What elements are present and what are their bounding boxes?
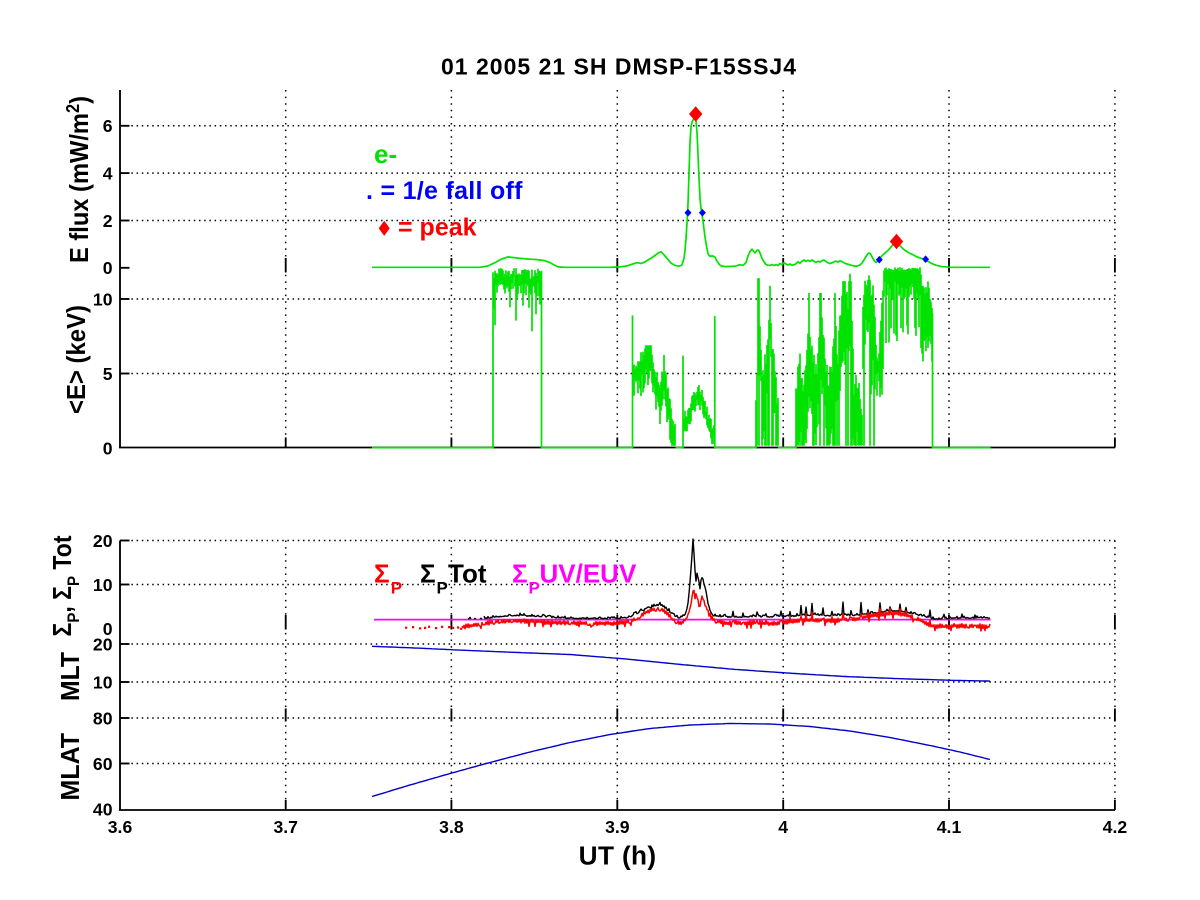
svg-text:<E> (keV): <E> (keV): [61, 305, 91, 414]
svg-text:2: 2: [103, 211, 113, 231]
svg-text:4: 4: [103, 164, 113, 184]
svg-text:40: 40: [93, 799, 113, 819]
svg-text:5: 5: [103, 364, 113, 384]
svg-text:80: 80: [93, 708, 113, 728]
svg-text:4: 4: [778, 817, 788, 837]
svg-text:UT (h): UT (h): [579, 841, 657, 871]
svg-text:3.9: 3.9: [605, 817, 630, 837]
svg-text:6: 6: [103, 116, 113, 136]
svg-text:0: 0: [103, 438, 113, 458]
svg-text:MLAT: MLAT: [55, 733, 85, 801]
svg-text:4.1: 4.1: [937, 817, 962, 837]
svg-text:60: 60: [93, 754, 113, 774]
svg-text:10: 10: [93, 289, 113, 309]
svg-text:= peak: = peak: [398, 214, 477, 242]
svg-text:E flux (mW/m2): E flux (mW/m2): [63, 96, 94, 263]
svg-text:0: 0: [103, 619, 113, 639]
svg-text:3.6: 3.6: [108, 817, 133, 837]
svg-text:3.7: 3.7: [273, 817, 298, 837]
svg-text:10: 10: [93, 575, 113, 595]
svg-text:01 2005 21 SH DMSP-F15SSJ4: 01 2005 21 SH DMSP-F15SSJ4: [441, 54, 796, 80]
svg-text:20: 20: [93, 531, 113, 551]
svg-text:20: 20: [93, 634, 113, 654]
svg-text:3.8: 3.8: [439, 817, 464, 837]
svg-text:4.2: 4.2: [1103, 817, 1128, 837]
svg-text:0: 0: [103, 258, 113, 278]
svg-text:. = 1/e fall off: . = 1/e fall off: [366, 177, 523, 205]
svg-text:10: 10: [93, 672, 113, 692]
svg-text:e-: e-: [374, 139, 397, 169]
svg-text:MLT: MLT: [55, 652, 85, 701]
